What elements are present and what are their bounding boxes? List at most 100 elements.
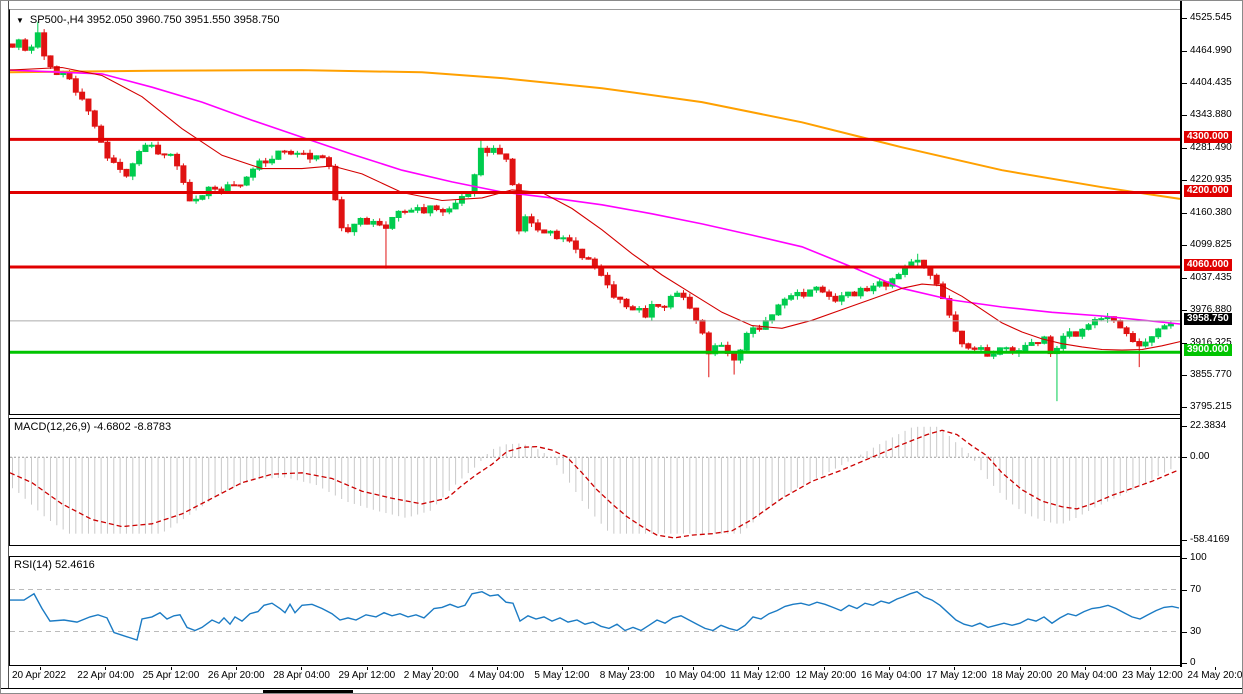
time-tick-label: 23 May 12:00: [1122, 670, 1183, 681]
price-level-badge: 4300.000: [1184, 131, 1232, 144]
axis-tick-mark: [1182, 589, 1187, 591]
macd-panel[interactable]: MACD(12,26,9) -4.6802 -8.8783: [9, 419, 1181, 545]
time-tick-label: 12 May 20:00: [795, 670, 857, 681]
axis-tick-mark: [888, 667, 890, 670]
macd-indicator-label: MACD(12,26,9) -4.6802 -8.8783: [14, 421, 172, 433]
price-tick-label: 4037.435: [1190, 272, 1232, 284]
axis-tick-mark: [301, 667, 303, 670]
price-axis[interactable]: 4525.545 4464.990 4404.435 4343.880 4281.490…: [1180, 1, 1242, 669]
price-tick-label: 4404.435: [1190, 76, 1232, 88]
price-level-badge: 3900.000: [1184, 344, 1232, 357]
axis-tick-mark: [1182, 50, 1187, 52]
axis-tick-mark: [1182, 82, 1187, 84]
time-tick-label: 25 Apr 12:00: [142, 670, 200, 681]
ma-medium-magenta[interactable]: [10, 69, 1181, 325]
axis-tick-mark: [1182, 18, 1187, 20]
axis-tick-mark: [1215, 667, 1217, 670]
time-tick-label: 18 May 20:00: [991, 670, 1053, 681]
price-tick-label: 4099.825: [1190, 238, 1232, 250]
axis-tick-mark: [562, 667, 564, 670]
axis-tick-mark: [1182, 558, 1187, 560]
axis-tick-mark: [1182, 180, 1187, 182]
time-tick-label: 11 May 12:00: [730, 670, 791, 681]
horizontal-scrollbar[interactable]: [1, 688, 1242, 693]
axis-tick-mark: [1182, 342, 1187, 344]
axis-tick-mark: [1182, 374, 1187, 376]
rsi-tick-label: 100: [1190, 552, 1207, 564]
axis-tick-mark: [1182, 148, 1187, 150]
rsi-indicator-label: RSI(14) 52.4616: [14, 559, 95, 571]
axis-tick-mark: [693, 667, 694, 670]
axis-tick-mark: [823, 667, 825, 670]
panel-splitter-rsi[interactable]: [9, 545, 1180, 557]
price-chart-canvas[interactable]: [10, 10, 1181, 415]
axis-tick-mark: [366, 667, 368, 670]
axis-tick-mark: [40, 667, 41, 670]
axis-tick-mark: [1182, 457, 1187, 459]
ma-slow-orange[interactable]: [10, 69, 1181, 200]
time-tick-label: 8 May 23:00: [599, 670, 655, 681]
axis-tick-mark: [105, 667, 107, 670]
axis-tick-mark: [170, 667, 172, 670]
time-tick-label: 28 Apr 04:00: [273, 670, 330, 681]
macd-tick-label: 0.00: [1190, 451, 1210, 463]
axis-tick-mark: [1182, 425, 1187, 427]
macd-tick-label: -58.4169: [1190, 533, 1230, 545]
price-level-badge: 4200.000: [1184, 184, 1232, 197]
axis-tick-mark: [1182, 406, 1187, 408]
price-level-badge: 4060.000: [1184, 259, 1232, 272]
axis-tick-mark: [1182, 539, 1187, 541]
candles-group: [10, 21, 1174, 402]
price-tick-label: 4160.380: [1190, 206, 1232, 218]
axis-tick-mark: [954, 667, 956, 670]
rsi-line: [10, 590, 1180, 641]
macd-tick-label: 22.3834: [1190, 419, 1227, 431]
rsi-tick-label: 30: [1190, 625, 1202, 637]
rsi-panel[interactable]: RSI(14) 52.4616: [9, 557, 1181, 666]
time-tick-label: 26 Apr 20:00: [207, 670, 265, 681]
time-tick-label: 20 May 04:00: [1056, 670, 1118, 681]
price-tick-label: 4220.935: [1190, 174, 1232, 186]
axis-tick-mark: [627, 667, 629, 670]
panel-splitter-macd[interactable]: [9, 414, 1180, 419]
ma-fast-red[interactable]: [10, 66, 1181, 351]
price-tick-label: 3976.880: [1190, 304, 1232, 316]
rsi-tick-label: 0: [1190, 657, 1196, 669]
macd-signal-line: [10, 429, 1180, 539]
price-tick-label: 3916.325: [1190, 336, 1232, 348]
axis-tick-mark: [1084, 667, 1086, 670]
time-tick-label: 29 Apr 12:00: [338, 670, 396, 681]
collapse-arrow-icon[interactable]: ▼: [16, 16, 24, 25]
price-tick-label: 4343.880: [1190, 108, 1232, 120]
axis-tick-mark: [1150, 667, 1152, 670]
time-tick-label: 20 Apr 2022: [12, 670, 66, 681]
macd-histogram: [12, 426, 1172, 534]
price-tick-label: 4464.990: [1190, 44, 1232, 56]
axis-tick-mark: [1182, 310, 1187, 312]
axis-tick-mark: [1182, 278, 1187, 280]
window-left-frame: [1, 1, 9, 693]
time-tick-label: 4 May 04:00: [469, 670, 525, 681]
chart-header: ▼ SP500-,H4 3952.050 3960.750 3951.550 39…: [16, 14, 279, 26]
rsi-canvas[interactable]: [10, 557, 1181, 666]
axis-tick-mark: [235, 667, 237, 670]
macd-canvas[interactable]: [10, 419, 1181, 545]
axis-tick-mark: [1182, 114, 1187, 116]
rsi-tick-label: 70: [1190, 583, 1202, 595]
time-tick-label: 2 May 20:00: [403, 670, 459, 681]
time-axis[interactable]: 20 Apr 2022 22 Apr 04:00 25 Apr 12:00 26 Ap…: [9, 667, 1242, 688]
time-tick-label: 24 May 20:00: [1187, 670, 1243, 681]
time-tick-label: 22 Apr 04:00: [77, 670, 135, 681]
price-chart-panel[interactable]: ▼ SP500-,H4 3952.050 3960.750 3951.550 39…: [9, 9, 1181, 415]
axis-tick-mark: [1182, 631, 1187, 633]
axis-tick-mark: [1182, 244, 1187, 246]
axis-tick-mark: [1182, 212, 1187, 214]
time-tick-label: 16 May 04:00: [860, 670, 922, 681]
symbol-ohlc-label: SP500-,H4 3952.050 3960.750 3951.550 395…: [29, 14, 280, 26]
price-tick-label: 3855.770: [1190, 368, 1232, 380]
time-tick-label: 17 May 12:00: [926, 670, 987, 681]
axis-tick-mark: [497, 667, 499, 670]
price-level-badge: 3958.750: [1184, 312, 1232, 325]
scrollbar-thumb[interactable]: [263, 690, 353, 693]
